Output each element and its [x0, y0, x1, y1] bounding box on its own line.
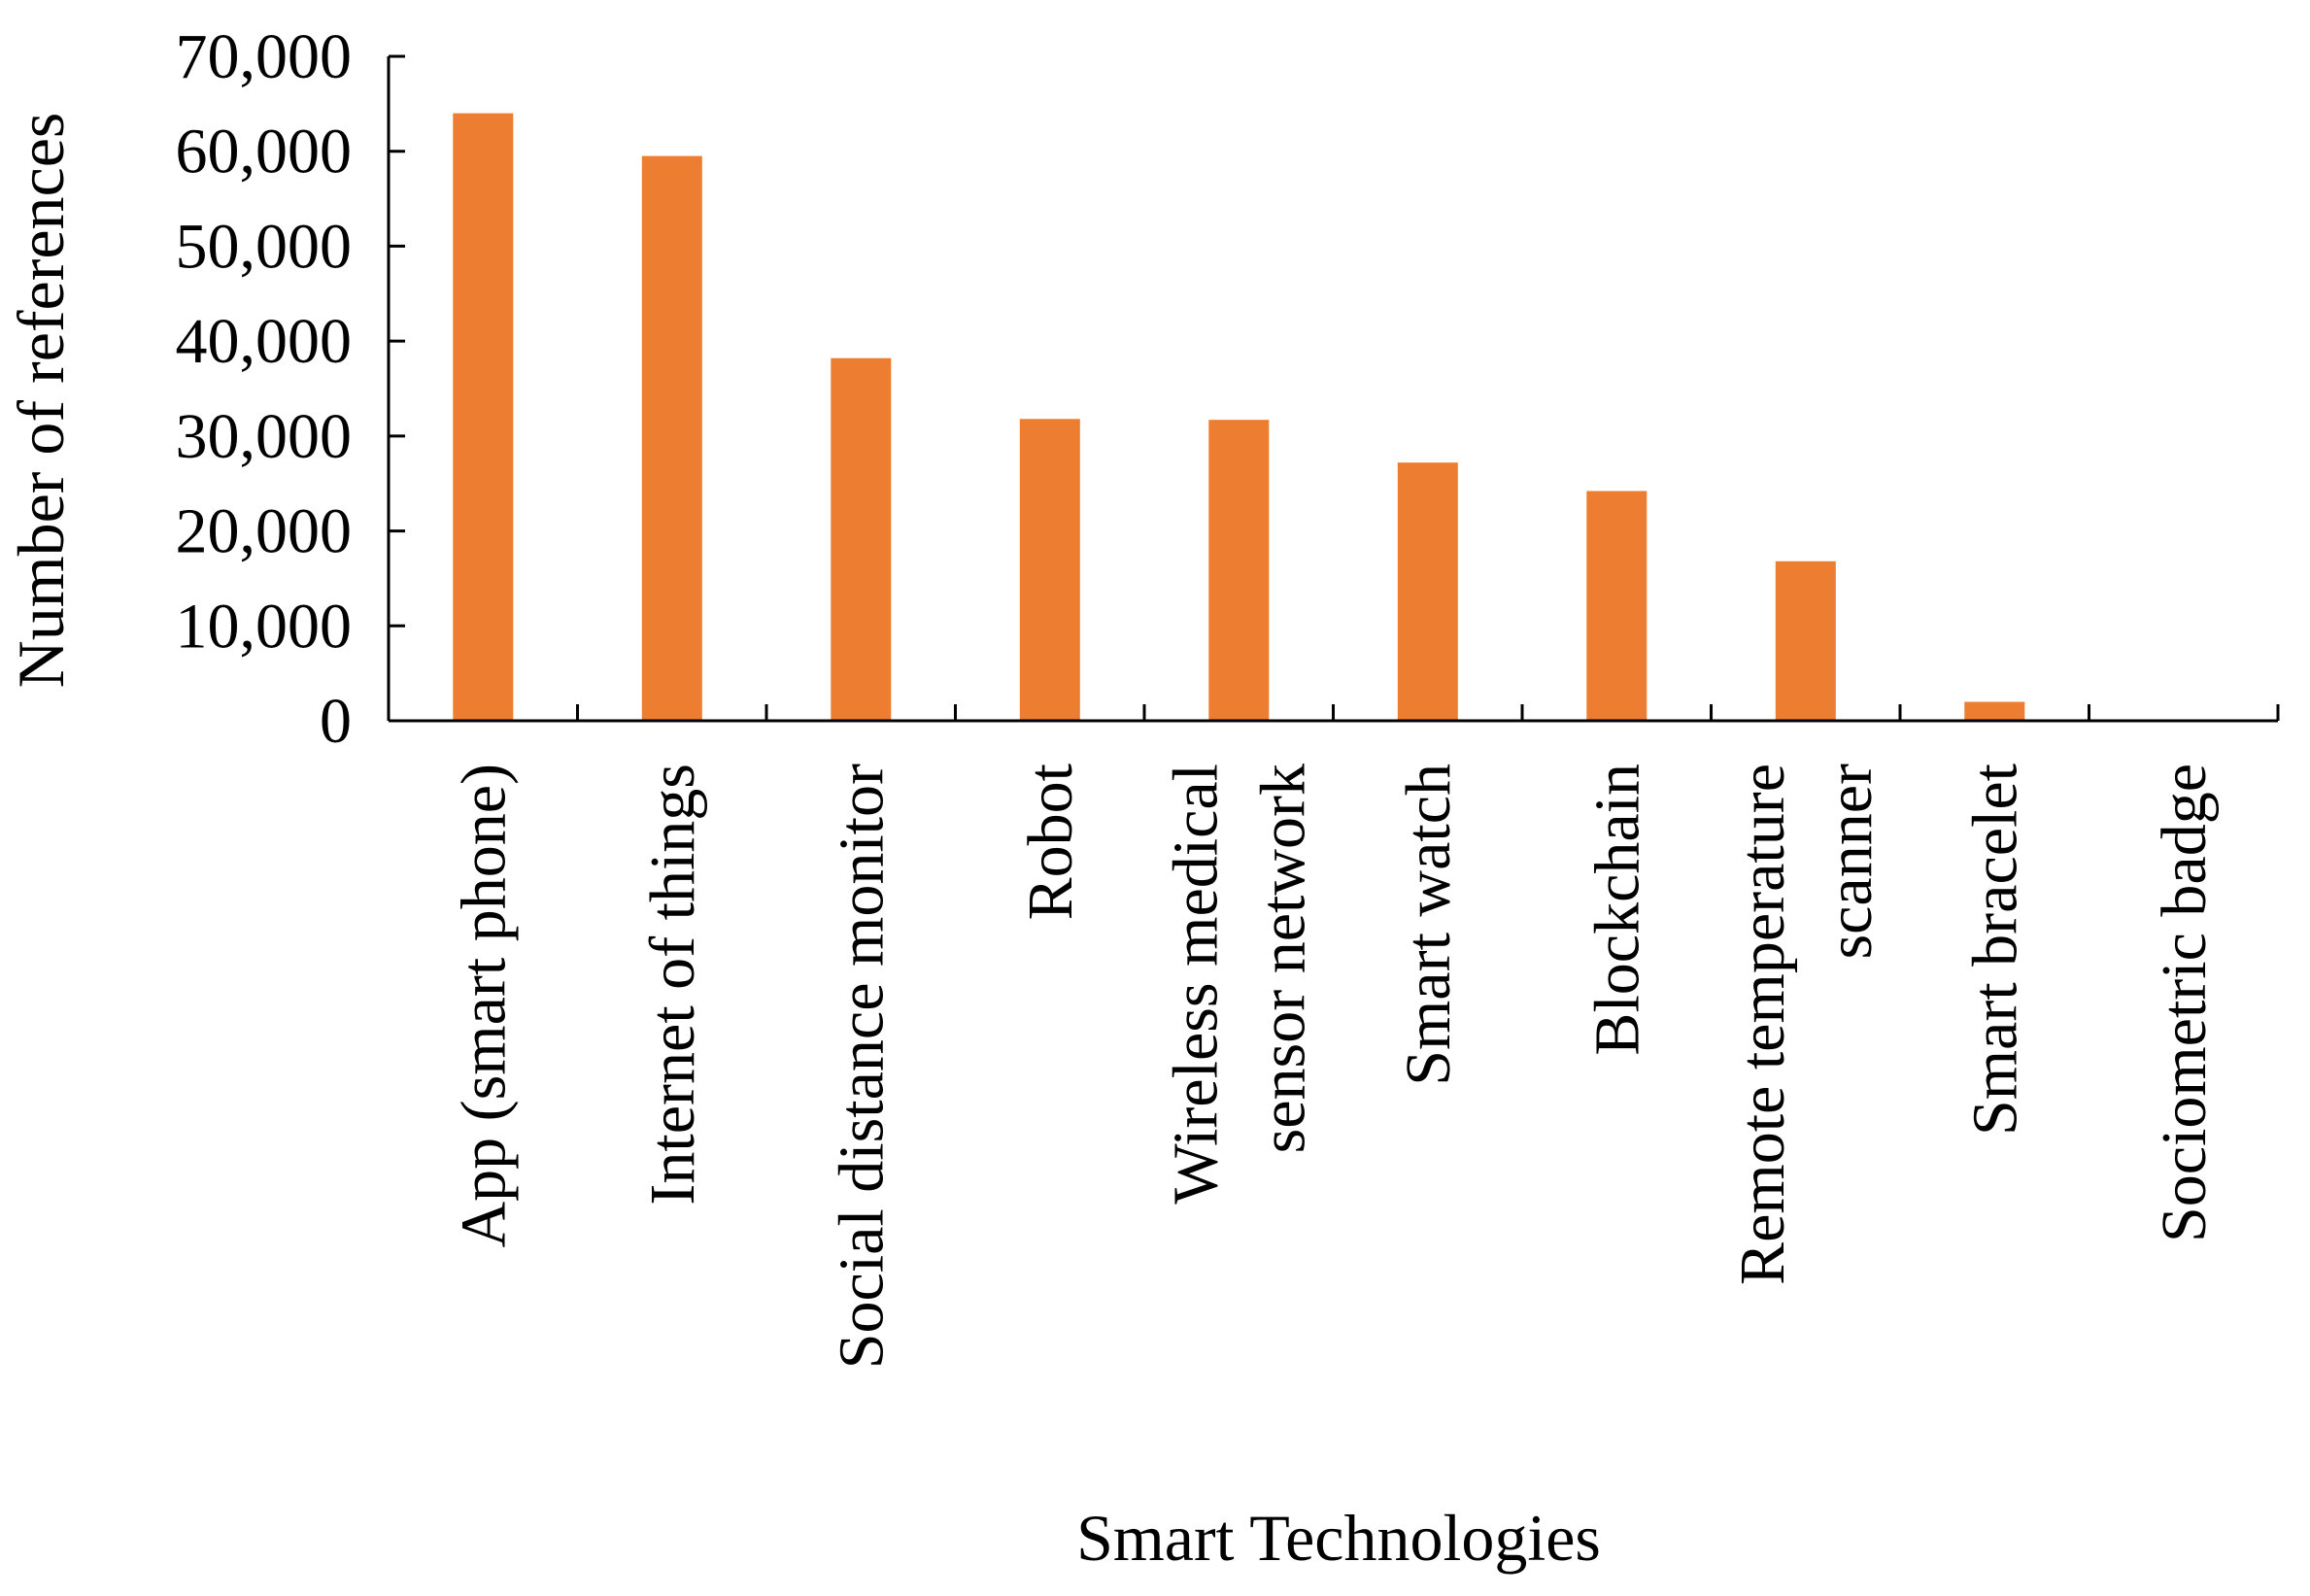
bar-8	[1964, 701, 2025, 721]
x-category-label-3: Robot	[1015, 764, 1086, 920]
x-category-line-7-0: Remote temperature	[1727, 764, 1798, 1285]
bar-4	[1208, 420, 1270, 721]
x-category-label-0: App (smart phone)	[448, 764, 519, 1248]
bar-2	[831, 357, 892, 721]
x-category-label-9: Sociometric badge	[2149, 764, 2220, 1242]
x-category-line-4-0: Wireless medical	[1160, 764, 1231, 1205]
x-category-line-0-0: App (smart phone)	[448, 764, 519, 1248]
x-category-line-3-0: Robot	[1015, 764, 1086, 920]
x-category-line-4-1: sensor network	[1247, 764, 1318, 1153]
y-tick-label-7: 70,000	[176, 21, 353, 92]
y-tick-label-2: 20,000	[176, 496, 353, 567]
bar-5	[1397, 462, 1458, 721]
x-category-line-2-0: Social distance monitor	[826, 764, 897, 1369]
y-axis: 0 10,000 20,000 30,000 40,000 50,000 60,000 70,…	[176, 21, 405, 757]
x-category-label-8: Smart bracelet	[1959, 764, 2030, 1136]
x-category-line-7-1: scanner	[1815, 764, 1885, 960]
x-category-label-4: Wireless medical sensor network	[1160, 764, 1318, 1205]
y-tick-label-3: 30,000	[176, 401, 353, 472]
x-category-line-1-0: Internet of things	[637, 764, 708, 1205]
x-category-line-6-0: Blockchain	[1581, 764, 1652, 1056]
x-category-line-8-0: Smart bracelet	[1959, 764, 2030, 1136]
x-category-label-5: Smart watch	[1393, 764, 1464, 1086]
y-tick-label-0: 0	[320, 686, 352, 757]
bar-6	[1586, 491, 1648, 721]
y-tick-label-6: 60,000	[176, 117, 353, 187]
x-category-label-1: Internet of things	[637, 764, 708, 1205]
y-axis-title: Number of references	[4, 113, 78, 689]
x-category-line-9-0: Sociometric badge	[2149, 764, 2220, 1242]
x-category-line-5-0: Smart watch	[1393, 764, 1464, 1086]
x-axis-title: Smart Technologies	[1076, 1501, 1601, 1575]
bars-group	[453, 113, 2025, 722]
x-category-label-6: Blockchain	[1581, 764, 1652, 1056]
x-category-label-7: Remote temperature scanner	[1727, 764, 1885, 1285]
bar-3	[1019, 419, 1080, 721]
y-tick-label-5: 50,000	[176, 211, 353, 282]
bar-0	[453, 113, 514, 722]
x-category-label-2: Social distance monitor	[826, 764, 897, 1369]
y-tick-label-1: 10,000	[176, 591, 353, 662]
x-axis: App (smart phone) Internet of things Socia…	[389, 704, 2280, 1369]
bar-7	[1775, 560, 1836, 721]
y-tick-label-4: 40,000	[176, 306, 353, 377]
bar-1	[641, 155, 702, 722]
